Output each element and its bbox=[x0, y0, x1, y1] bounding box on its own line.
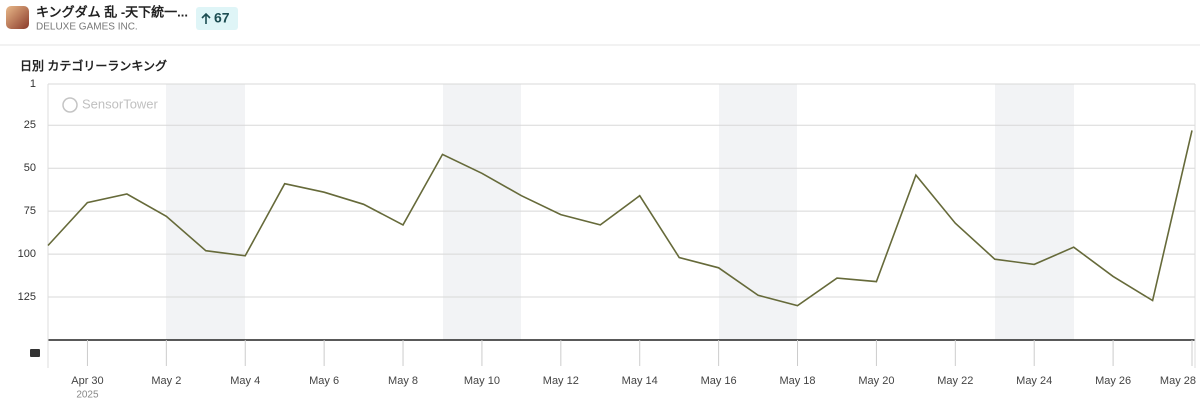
weekend-bands bbox=[166, 84, 1074, 340]
rank-badge bbox=[196, 7, 238, 30]
x-tick-label: Apr 30 bbox=[71, 375, 103, 387]
band bbox=[995, 84, 1074, 340]
x-tick-label: May 8 bbox=[388, 375, 418, 387]
rank-change: 67 bbox=[214, 10, 230, 26]
x-tick-label: May 18 bbox=[779, 375, 815, 387]
x-tick-label: May 26 bbox=[1095, 375, 1131, 387]
watermark: SensorTower bbox=[82, 96, 159, 111]
x-tick-label: May 14 bbox=[622, 375, 658, 387]
x-tick-label: May 12 bbox=[543, 375, 579, 387]
x-tick-label: May 16 bbox=[701, 375, 737, 387]
chart-title: 日別 カテゴリーランキング bbox=[20, 58, 167, 73]
watermark-logo bbox=[62, 97, 78, 113]
x-tick-label: May 28 bbox=[1160, 375, 1196, 387]
app-icon[interactable] bbox=[6, 6, 29, 29]
x-tick-label: May 2 bbox=[151, 375, 181, 387]
year-label: 2025 bbox=[76, 390, 99, 401]
x-tick-label: May 22 bbox=[937, 375, 973, 387]
up-arrow bbox=[201, 12, 211, 24]
y-tick-label: 125 bbox=[18, 291, 36, 303]
y-tick-label: 1 bbox=[30, 78, 36, 90]
x-tick-label: May 20 bbox=[858, 375, 894, 387]
x-tick-label: May 6 bbox=[309, 375, 339, 387]
rank-line bbox=[47, 130, 1193, 307]
band bbox=[166, 84, 245, 340]
y-tick-label: 100 bbox=[18, 248, 36, 260]
app-name[interactable]: キングダム 乱 -天下統一... bbox=[36, 4, 188, 19]
annotation-icon[interactable] bbox=[30, 349, 40, 357]
x-tick-label: May 4 bbox=[230, 375, 260, 387]
y-tick-label: 50 bbox=[24, 162, 36, 174]
y-tick-label: 25 bbox=[24, 119, 36, 131]
x-tick-label: May 24 bbox=[1016, 375, 1052, 387]
publisher: DELUXE GAMES INC. bbox=[36, 22, 138, 33]
x-tick-label: May 10 bbox=[464, 375, 500, 387]
band bbox=[443, 84, 521, 340]
y-tick-label: 75 bbox=[24, 205, 36, 217]
